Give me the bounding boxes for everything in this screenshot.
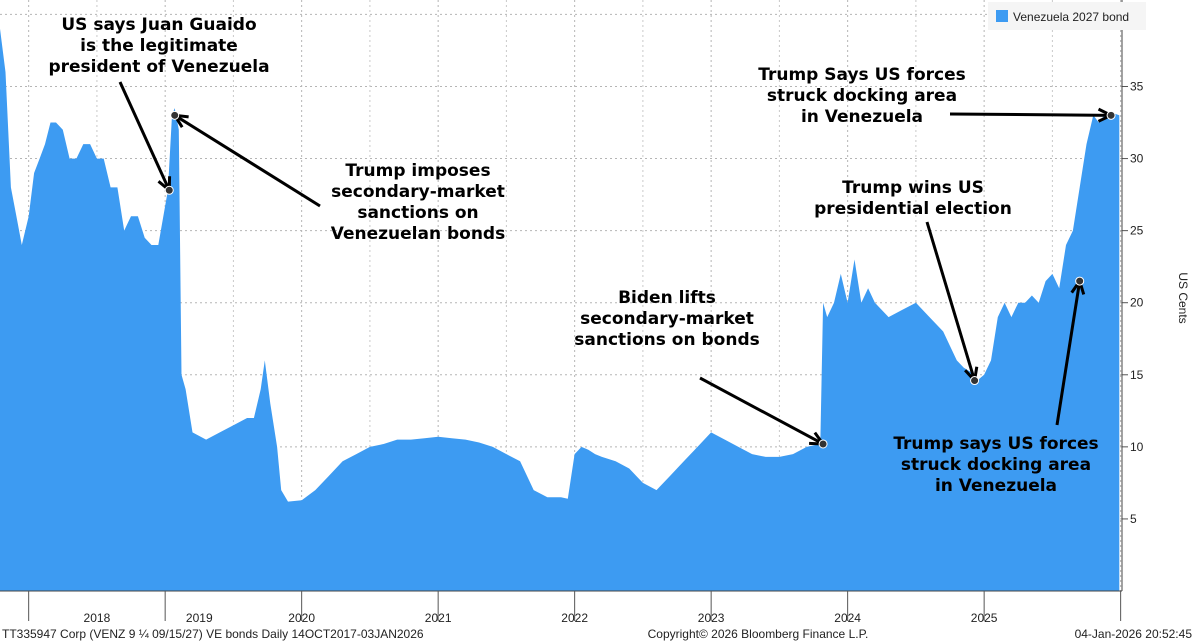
annotation-arrow — [925, 221, 977, 381]
annotation-text: Trump imposes secondary-market sanctions o… — [331, 161, 505, 244]
annotation: Trump says US forces struck docking area i… — [893, 276, 1099, 496]
annotation: Trump Says US forces struck docking area i… — [758, 65, 1116, 127]
annotation-text: Biden lifts secondary-market sanctions on … — [574, 288, 759, 350]
annotation-arrow — [949, 112, 1112, 117]
annotation: Trump imposes secondary-market sanctions o… — [170, 110, 505, 244]
annotation-marker — [170, 110, 180, 120]
annotation-marker — [164, 185, 174, 195]
x-tick-label: 2025 — [971, 611, 998, 625]
y-tick-label: 20 — [1130, 296, 1144, 310]
footer-ticker: TT335947 Corp (VENZ 9 ¼ 09/15/27) VE bon… — [2, 627, 424, 641]
legend: Venezuela 2027 bond — [988, 2, 1146, 30]
legend-label: Venezuela 2027 bond — [1013, 10, 1129, 24]
axes: 5101520253035402018201920202021202220232… — [0, 0, 1144, 625]
annotation-arrow — [1055, 280, 1082, 426]
legend-box — [988, 2, 1146, 30]
annotation-text: Trump wins US presidential election — [814, 178, 1012, 219]
x-tick-label: 2021 — [425, 611, 452, 625]
x-tick-label: 2020 — [288, 611, 315, 625]
annotation: Trump wins US presidential election — [814, 178, 1012, 386]
annotation-arrow — [699, 376, 824, 446]
y-tick-label: 35 — [1130, 79, 1144, 93]
annotation-text: Trump Says US forces struck docking area i… — [758, 65, 965, 127]
annotation-arrow — [118, 81, 171, 191]
annotation-marker — [970, 376, 980, 386]
y-tick-label: 30 — [1130, 152, 1144, 166]
x-tick-label: 2022 — [561, 611, 588, 625]
annotation-marker — [1075, 276, 1085, 286]
y-tick-label: 5 — [1130, 512, 1137, 526]
x-tick-label: 2018 — [84, 611, 111, 625]
series-area-layer — [0, 28, 1120, 592]
annotation-text: US says Juan Guaido is the legitimate pres… — [48, 15, 269, 77]
x-tick-label: 2024 — [834, 611, 861, 625]
series-area-venezuela-2027-bond — [0, 28, 1120, 592]
annotations: US says Juan Guaido is the legitimate pres… — [48, 15, 1116, 496]
y-axis-label: US Cents — [1176, 272, 1190, 323]
y-tick-label: 25 — [1130, 224, 1144, 238]
annotation-marker — [818, 439, 828, 449]
x-tick-label: 2023 — [698, 611, 725, 625]
annotation: US says Juan Guaido is the legitimate pres… — [48, 15, 270, 195]
annotation-arrow — [173, 114, 321, 208]
annotation-marker — [1106, 110, 1116, 120]
annotation: Biden lifts secondary-market sanctions on … — [574, 288, 828, 449]
annotation-text: Trump says US forces struck docking area i… — [893, 434, 1098, 496]
footer-copyright: Copyright© 2026 Bloomberg Finance L.P. — [648, 627, 869, 641]
x-tick-label: 2019 — [186, 611, 213, 625]
legend-swatch — [996, 10, 1008, 22]
y-tick-label: 15 — [1130, 368, 1144, 382]
y-tick-label: 10 — [1130, 440, 1144, 454]
footer-timestamp: 04-Jan-2026 20:52:45 — [1075, 627, 1193, 641]
